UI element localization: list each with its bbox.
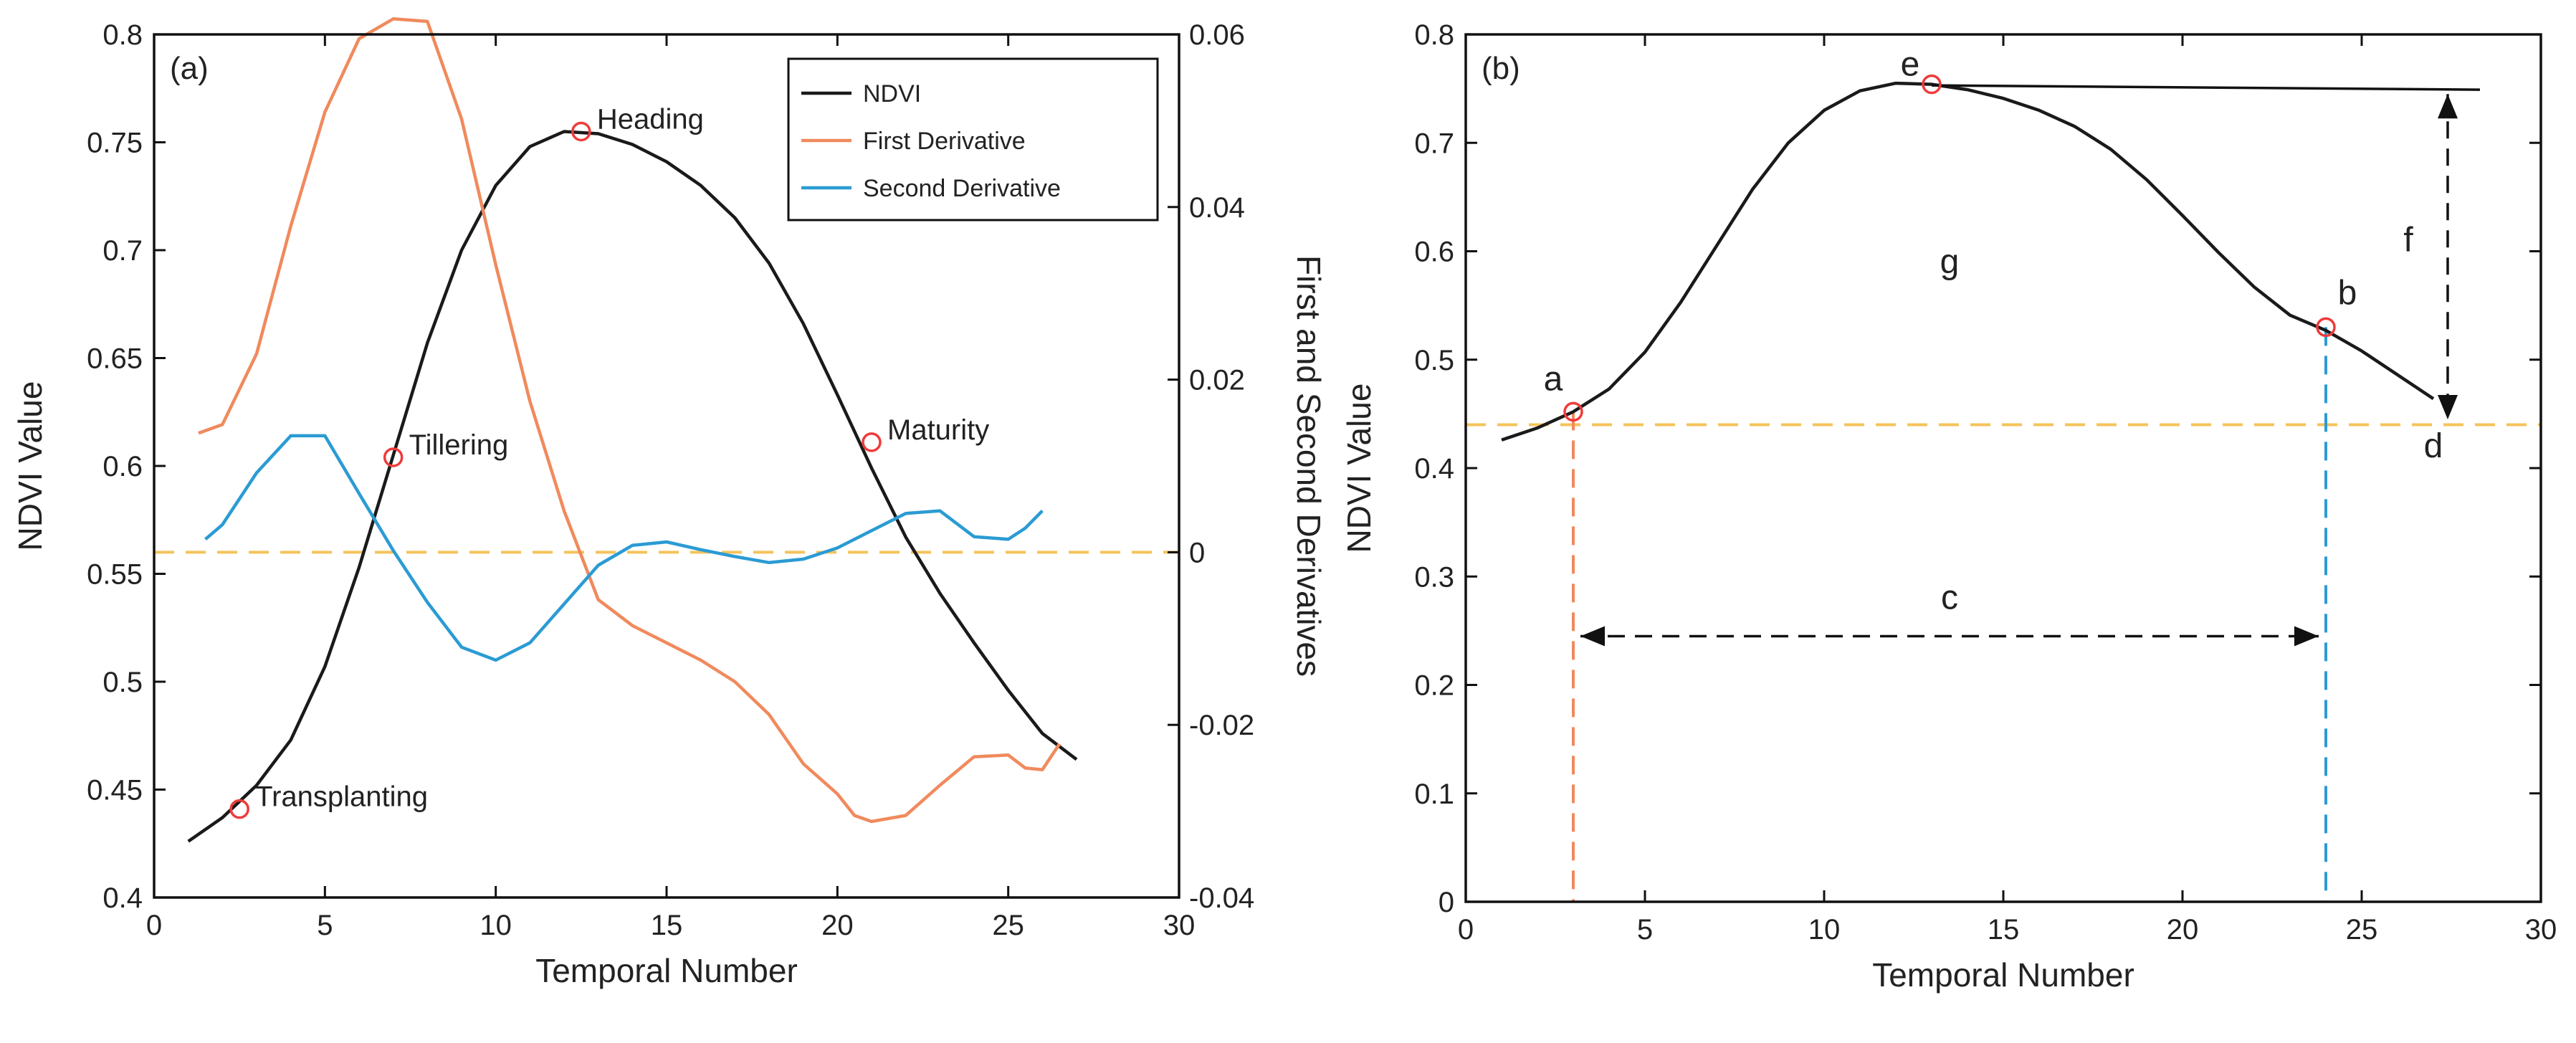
- y-tick-label: 0.7: [1414, 128, 1454, 159]
- series-line-second-derivative: [204, 434, 1044, 662]
- y-tick-label: 0.45: [87, 775, 143, 806]
- y-tick-label: 0.2: [1414, 670, 1454, 702]
- stage-marker: [229, 799, 249, 819]
- legend-entry: Second Derivative: [863, 175, 1061, 202]
- arrow-head: [2294, 626, 2319, 647]
- stage-label: Tillering: [409, 429, 509, 461]
- y2-tick-label: -0.04: [1189, 882, 1254, 914]
- panel-label: (b): [1482, 51, 1520, 86]
- arrow-head: [2438, 94, 2458, 119]
- series-line-first-derivative: [198, 17, 1062, 824]
- x-tick-label: 20: [2167, 914, 2199, 946]
- panel-label: (a): [170, 51, 209, 86]
- stage-label: Maturity: [887, 414, 989, 446]
- x-tick-label: 15: [651, 910, 683, 941]
- y-tick-label: 0.3: [1414, 561, 1454, 593]
- chart-panel-b: a b e c d f g 0 5 10 15 20 25 30 0 0.1 0.2 0.3 0.4 0.5 0.6 0.…: [1340, 19, 2557, 994]
- metric-label: c: [1941, 579, 1958, 617]
- metric-label: d: [2424, 427, 2443, 465]
- x-tick-label: 10: [1808, 914, 1841, 946]
- stage-marker: [571, 121, 591, 142]
- x-tick-label: 15: [1988, 914, 2020, 946]
- x-tick-label: 0: [1458, 914, 1474, 946]
- x-tick-label: 10: [480, 910, 512, 941]
- y-tick-label: 0.7: [102, 235, 143, 267]
- y2-tick-label: 0.04: [1189, 192, 1245, 224]
- series-line-ndvi: [187, 130, 1078, 843]
- y-tick-label: 0.8: [1414, 19, 1454, 51]
- x-tick-label: 25: [992, 910, 1024, 941]
- chart-panel-a: Transplanting Tillering Heading Maturity 0 5 1…: [11, 17, 1327, 989]
- stage-marker: [862, 432, 882, 452]
- key-point-label: a: [1544, 360, 1563, 398]
- x-tick-label: 20: [821, 910, 854, 941]
- y-tick-label: 0: [1439, 887, 1454, 918]
- stage-label: Heading: [597, 103, 704, 135]
- arrow-head: [1580, 626, 1605, 647]
- y-tick-label: 0.6: [102, 451, 143, 482]
- arrow-head: [2438, 394, 2458, 419]
- key-point-marker: [1563, 401, 1583, 422]
- metric-label: g: [1940, 243, 1960, 281]
- ndvi-curve: [1501, 81, 2435, 442]
- key-point-marker: [1922, 74, 1942, 95]
- y2-tick-label: 0: [1189, 537, 1205, 568]
- y-tick-label: 0.75: [87, 128, 143, 159]
- y-tick-label: 0.5: [1414, 345, 1454, 376]
- y-axis-label: NDVI Value: [1340, 384, 1378, 553]
- max-value-line: [1931, 84, 2481, 91]
- key-point-marker: [2316, 317, 2336, 338]
- y-tick-label: 0.65: [87, 343, 143, 375]
- x-axis-label: Temporal Number: [1872, 956, 2134, 994]
- y-tick-label: 0.4: [102, 882, 143, 914]
- legend-entry: First Derivative: [863, 128, 1026, 155]
- x-tick-label: 25: [2346, 914, 2378, 946]
- y2-tick-label: -0.02: [1189, 710, 1254, 741]
- y-tick-label: 0.55: [87, 559, 143, 591]
- y-tick-label: 0.6: [1414, 237, 1454, 268]
- y-tick-label: 0.4: [1414, 453, 1454, 485]
- x-tick-label: 0: [146, 910, 162, 941]
- y2-axis-label: First and Second Derivatives: [1290, 255, 1327, 677]
- key-point-label: e: [1901, 46, 1920, 84]
- x-tick-label: 30: [2525, 914, 2557, 946]
- key-point-label: b: [2338, 274, 2357, 312]
- y-tick-label: 0.1: [1414, 778, 1454, 810]
- legend-entry: NDVI: [863, 80, 921, 108]
- x-tick-label: 30: [1163, 910, 1196, 941]
- metric-label: f: [2403, 222, 2413, 259]
- x-tick-label: 5: [1637, 914, 1653, 946]
- plot-frame: [1464, 33, 2542, 903]
- x-axis-label: Temporal Number: [535, 952, 798, 989]
- y-axis-label: NDVI Value: [11, 381, 49, 551]
- y2-tick-label: 0.06: [1189, 19, 1245, 51]
- y2-tick-label: 0.02: [1189, 365, 1245, 396]
- stage-marker: [383, 447, 404, 467]
- y-tick-label: 0.5: [102, 667, 143, 698]
- x-tick-label: 5: [317, 910, 333, 941]
- y-tick-label: 0.8: [102, 19, 143, 51]
- stage-label: Transplanting: [255, 781, 428, 813]
